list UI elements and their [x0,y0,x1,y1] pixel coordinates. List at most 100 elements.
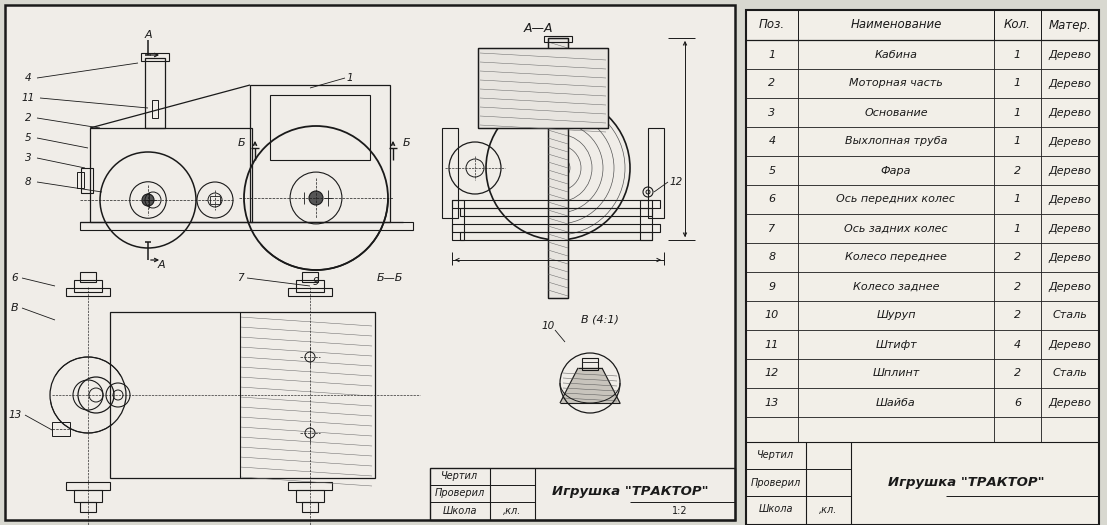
Text: Дерево: Дерево [1048,194,1092,205]
Text: Основание: Основание [865,108,928,118]
Text: Ось задних колес: Ось задних колес [845,224,948,234]
Bar [296,280,324,292]
Bar [81,168,93,193]
Bar [270,95,370,160]
Text: Дерево: Дерево [1048,136,1092,146]
Text: 6: 6 [768,194,776,205]
Text: Дерево: Дерево [1048,108,1092,118]
Text: Проверил: Проверил [751,478,801,488]
Bar [544,36,572,42]
Text: 3: 3 [768,108,776,118]
Bar [461,208,652,216]
Bar [452,200,660,208]
Text: В: В [11,303,19,313]
Text: Дерево: Дерево [1048,397,1092,407]
Text: 2: 2 [768,79,776,89]
Bar [452,200,464,240]
Text: Дерево: Дерево [1048,49,1092,59]
Circle shape [309,191,323,205]
Text: А: А [158,260,166,270]
Text: 5: 5 [768,165,776,175]
Text: Шайба: Шайба [876,397,915,407]
Text: 10: 10 [765,310,779,320]
Bar [152,100,158,118]
Text: Ось передних колес: Ось передних колес [837,194,955,205]
Text: Колесо заднее: Колесо заднее [852,281,939,291]
Text: Поз.: Поз. [759,18,785,31]
Text: ,кл.: ,кл. [503,506,521,516]
Text: 4: 4 [24,73,31,83]
Text: Сталь: Сталь [1053,369,1087,379]
Text: 11: 11 [765,340,779,350]
Bar [648,128,664,218]
Text: 5: 5 [24,133,31,143]
Text: 1: 1 [1014,136,1021,146]
Text: ,кл.: ,кл. [819,505,837,514]
Text: Наименование: Наименование [850,18,942,31]
Text: 11: 11 [21,93,34,103]
Text: 9: 9 [312,277,319,287]
Text: Б: Б [403,138,411,148]
Text: 6: 6 [12,273,19,283]
Text: Школа: Школа [443,506,477,516]
Text: В (4:1): В (4:1) [581,315,619,325]
Text: Игрушка "ТРАКТОР": Игрушка "ТРАКТОР" [888,476,1044,489]
Bar [6,5,735,520]
Text: Дерево: Дерево [1048,78,1092,89]
Bar [302,502,318,512]
Text: Штифт: Штифт [876,340,917,350]
Bar [302,272,318,282]
Text: 7: 7 [237,273,244,283]
Text: 13: 13 [9,410,22,420]
Bar [66,288,110,296]
Text: Выхлопная труба: Выхлопная труба [845,136,948,146]
Text: Колесо переднее: Колесо переднее [845,253,946,262]
Bar [250,85,390,222]
Text: Матер.: Матер. [1048,18,1092,31]
Text: 13: 13 [765,397,779,407]
Text: Дерево: Дерево [1048,253,1092,262]
Text: 4: 4 [768,136,776,146]
Bar [461,232,652,240]
Text: Кабина: Кабина [875,49,918,59]
Text: 3: 3 [24,153,31,163]
Text: А—А: А—А [524,22,552,35]
Text: Б: Б [237,138,245,148]
Text: Чертил: Чертил [757,450,795,460]
Text: Чертил: Чертил [442,471,478,481]
Bar [640,200,652,240]
Text: 9: 9 [768,281,776,291]
Text: Школа: Школа [758,505,794,514]
Text: Дерево: Дерево [1048,281,1092,291]
Text: 12: 12 [670,177,683,187]
Text: 1: 1 [1014,108,1021,118]
Bar [74,490,102,502]
Bar [66,482,110,490]
Bar [478,48,608,128]
Text: Шуруп: Шуруп [877,310,915,320]
Text: 1: 1 [1014,194,1021,205]
Text: 1: 1 [1014,49,1021,59]
Bar [452,224,660,232]
Bar [110,312,375,478]
Text: 2: 2 [1014,369,1021,379]
Bar [478,48,608,128]
Circle shape [142,194,154,206]
Bar [746,10,1099,525]
Bar [746,10,1099,525]
Bar [548,38,568,298]
Text: Проверил: Проверил [435,488,485,498]
Text: Б—Б: Б—Б [376,273,403,283]
Text: 2: 2 [24,113,31,123]
Polygon shape [560,368,620,403]
Text: А: А [144,30,152,40]
Bar [288,482,332,490]
Text: 1:2: 1:2 [672,506,687,516]
Bar [582,358,598,370]
Text: Фара: Фара [881,165,911,175]
Bar [74,280,102,292]
Text: Игрушка "ТРАКТОР": Игрушка "ТРАКТОР" [551,486,708,499]
Text: Дерево: Дерево [1048,224,1092,234]
Text: 1: 1 [1014,224,1021,234]
Text: 2: 2 [1014,165,1021,175]
